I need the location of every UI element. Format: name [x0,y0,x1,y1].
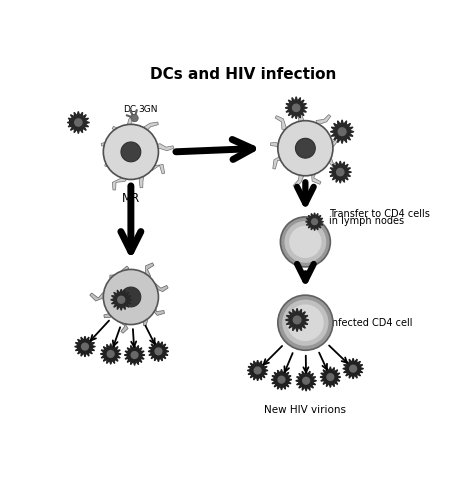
Circle shape [295,138,315,158]
Polygon shape [129,148,144,188]
Circle shape [103,270,158,325]
Polygon shape [127,295,164,315]
Polygon shape [304,137,337,152]
Polygon shape [271,142,306,153]
Polygon shape [112,126,135,153]
Polygon shape [306,213,323,230]
Circle shape [337,169,344,176]
Polygon shape [320,367,341,388]
Polygon shape [100,343,121,364]
Text: Transfer to CD4 cells: Transfer to CD4 cells [329,209,430,219]
Circle shape [278,295,333,350]
Circle shape [281,217,330,267]
Polygon shape [117,296,136,333]
Text: New HIV virions: New HIV virions [264,405,346,415]
Polygon shape [124,114,137,155]
Circle shape [155,348,162,355]
Circle shape [292,104,300,112]
Text: in lymph nodes: in lymph nodes [329,216,404,226]
Polygon shape [104,293,133,318]
Polygon shape [343,358,364,379]
Circle shape [118,297,125,303]
Polygon shape [111,289,132,310]
Polygon shape [293,146,309,188]
Polygon shape [126,263,154,297]
Polygon shape [330,120,354,143]
Circle shape [278,376,285,383]
Circle shape [287,304,324,341]
Polygon shape [300,147,321,184]
Polygon shape [296,370,317,391]
Polygon shape [285,308,309,331]
Polygon shape [148,341,169,362]
Circle shape [131,352,138,358]
Polygon shape [101,139,134,155]
Polygon shape [273,144,306,169]
Polygon shape [90,290,133,304]
Polygon shape [121,266,137,301]
Polygon shape [247,360,268,381]
Polygon shape [130,283,168,302]
Circle shape [75,119,82,126]
Circle shape [131,114,138,122]
Polygon shape [112,148,133,190]
Polygon shape [296,105,310,149]
Circle shape [284,221,326,263]
Text: HIV: HIV [68,117,86,127]
Circle shape [121,142,141,162]
Polygon shape [301,146,340,167]
Polygon shape [67,112,90,134]
Circle shape [82,343,88,350]
Polygon shape [124,345,145,365]
Polygon shape [75,336,95,357]
Circle shape [311,219,318,225]
Polygon shape [128,122,158,156]
Polygon shape [110,275,132,302]
Circle shape [289,226,321,258]
Circle shape [278,121,333,176]
Circle shape [282,299,328,346]
Circle shape [107,351,114,357]
Text: DC: DC [124,105,137,114]
Polygon shape [105,148,133,168]
Polygon shape [275,115,310,150]
Polygon shape [129,293,148,326]
Text: MR: MR [122,192,140,205]
Polygon shape [271,369,292,390]
Circle shape [103,125,158,180]
Polygon shape [131,148,164,174]
Circle shape [303,377,310,384]
Polygon shape [285,97,307,119]
Text: DCs and HIV infection: DCs and HIV infection [150,68,336,82]
Circle shape [327,374,334,380]
Circle shape [293,316,301,324]
Circle shape [338,128,346,136]
Polygon shape [301,114,331,150]
Circle shape [350,365,356,372]
Polygon shape [129,144,174,159]
Circle shape [121,287,141,307]
Circle shape [254,367,261,374]
Text: 3GN: 3GN [138,105,158,114]
Polygon shape [329,161,351,183]
Text: Infected CD4 cell: Infected CD4 cell [329,318,413,328]
